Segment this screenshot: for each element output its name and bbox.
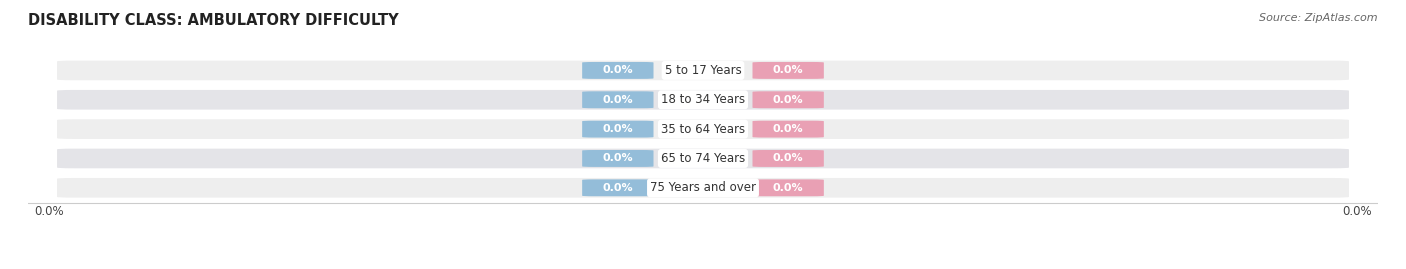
FancyBboxPatch shape — [752, 179, 824, 196]
Text: 65 to 74 Years: 65 to 74 Years — [661, 152, 745, 165]
FancyBboxPatch shape — [582, 91, 654, 108]
Text: 0.0%: 0.0% — [35, 205, 65, 218]
Text: DISABILITY CLASS: AMBULATORY DIFFICULTY: DISABILITY CLASS: AMBULATORY DIFFICULTY — [28, 13, 399, 29]
FancyBboxPatch shape — [582, 179, 654, 196]
Text: 0.0%: 0.0% — [603, 183, 633, 193]
Text: 0.0%: 0.0% — [603, 95, 633, 105]
Text: 0.0%: 0.0% — [773, 154, 803, 164]
Text: 0.0%: 0.0% — [773, 124, 803, 134]
FancyBboxPatch shape — [752, 62, 824, 79]
Text: 75 Years and over: 75 Years and over — [650, 181, 756, 194]
Text: 35 to 64 Years: 35 to 64 Years — [661, 123, 745, 136]
Text: Source: ZipAtlas.com: Source: ZipAtlas.com — [1260, 13, 1378, 23]
FancyBboxPatch shape — [752, 121, 824, 137]
FancyBboxPatch shape — [752, 150, 824, 167]
FancyBboxPatch shape — [58, 90, 1348, 109]
FancyBboxPatch shape — [58, 119, 1348, 139]
FancyBboxPatch shape — [58, 178, 1348, 198]
Text: 18 to 34 Years: 18 to 34 Years — [661, 93, 745, 106]
Text: 0.0%: 0.0% — [603, 124, 633, 134]
FancyBboxPatch shape — [752, 91, 824, 108]
Text: 5 to 17 Years: 5 to 17 Years — [665, 64, 741, 77]
FancyBboxPatch shape — [58, 149, 1348, 168]
Text: 0.0%: 0.0% — [1341, 205, 1371, 218]
Legend: Male, Female: Male, Female — [643, 266, 763, 269]
Text: 0.0%: 0.0% — [773, 183, 803, 193]
FancyBboxPatch shape — [582, 62, 654, 79]
FancyBboxPatch shape — [58, 61, 1348, 80]
FancyBboxPatch shape — [582, 121, 654, 137]
Text: 0.0%: 0.0% — [773, 95, 803, 105]
FancyBboxPatch shape — [582, 150, 654, 167]
Text: 0.0%: 0.0% — [603, 65, 633, 75]
Text: 0.0%: 0.0% — [603, 154, 633, 164]
Text: 0.0%: 0.0% — [773, 65, 803, 75]
